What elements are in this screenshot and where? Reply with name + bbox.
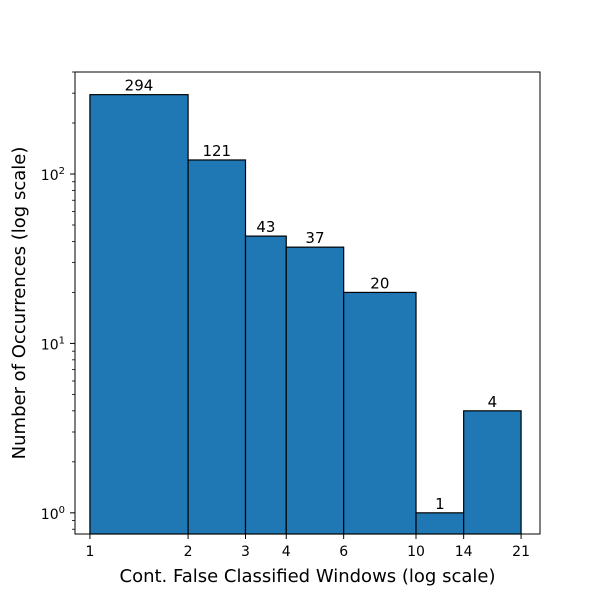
histogram-bar (244, 235, 287, 535)
histogram-bar (285, 246, 345, 535)
bar-value-label: 20 (370, 274, 389, 292)
bar-value-label: 37 (305, 229, 324, 247)
bar-value-label: 121 (202, 142, 231, 160)
y-axis: 100 101 102 (41, 71, 75, 530)
x-tick-label: 21 (512, 544, 530, 560)
histogram-bar (187, 159, 247, 535)
x-tick-label: 10 (407, 544, 425, 560)
x-axis-label: Cont. False Classified Windows (log scal… (120, 566, 496, 587)
bar-value-label: 1 (435, 495, 445, 513)
x-axis: 1 2 3 4 6 10 14 21 (85, 534, 530, 560)
bar-value-label: 4 (488, 393, 498, 411)
x-tick-label: 4 (282, 544, 291, 560)
histogram-bar (415, 512, 465, 535)
x-tick-label: 2 (184, 544, 193, 560)
bar-value-label: 43 (256, 218, 275, 236)
x-tick-label: 6 (339, 544, 348, 560)
y-tick-label: 102 (41, 166, 65, 184)
y-tick-label: 100 (41, 505, 65, 523)
y-axis-label: Number of Occurrences (log scale) (9, 147, 30, 460)
histogram-bar (343, 291, 417, 535)
y-tick-label: 101 (41, 335, 65, 353)
x-tick-label: 14 (455, 544, 473, 560)
bar-labels-group: 294 121 43 37 20 1 4 (125, 77, 497, 513)
bars-group (89, 94, 522, 535)
histogram-bar (89, 94, 189, 535)
x-tick-label: 3 (241, 544, 250, 560)
plot-frame (74, 71, 541, 535)
histogram-bar (463, 410, 522, 535)
bar-value-label: 294 (125, 77, 154, 95)
x-tick-label: 1 (85, 544, 94, 560)
